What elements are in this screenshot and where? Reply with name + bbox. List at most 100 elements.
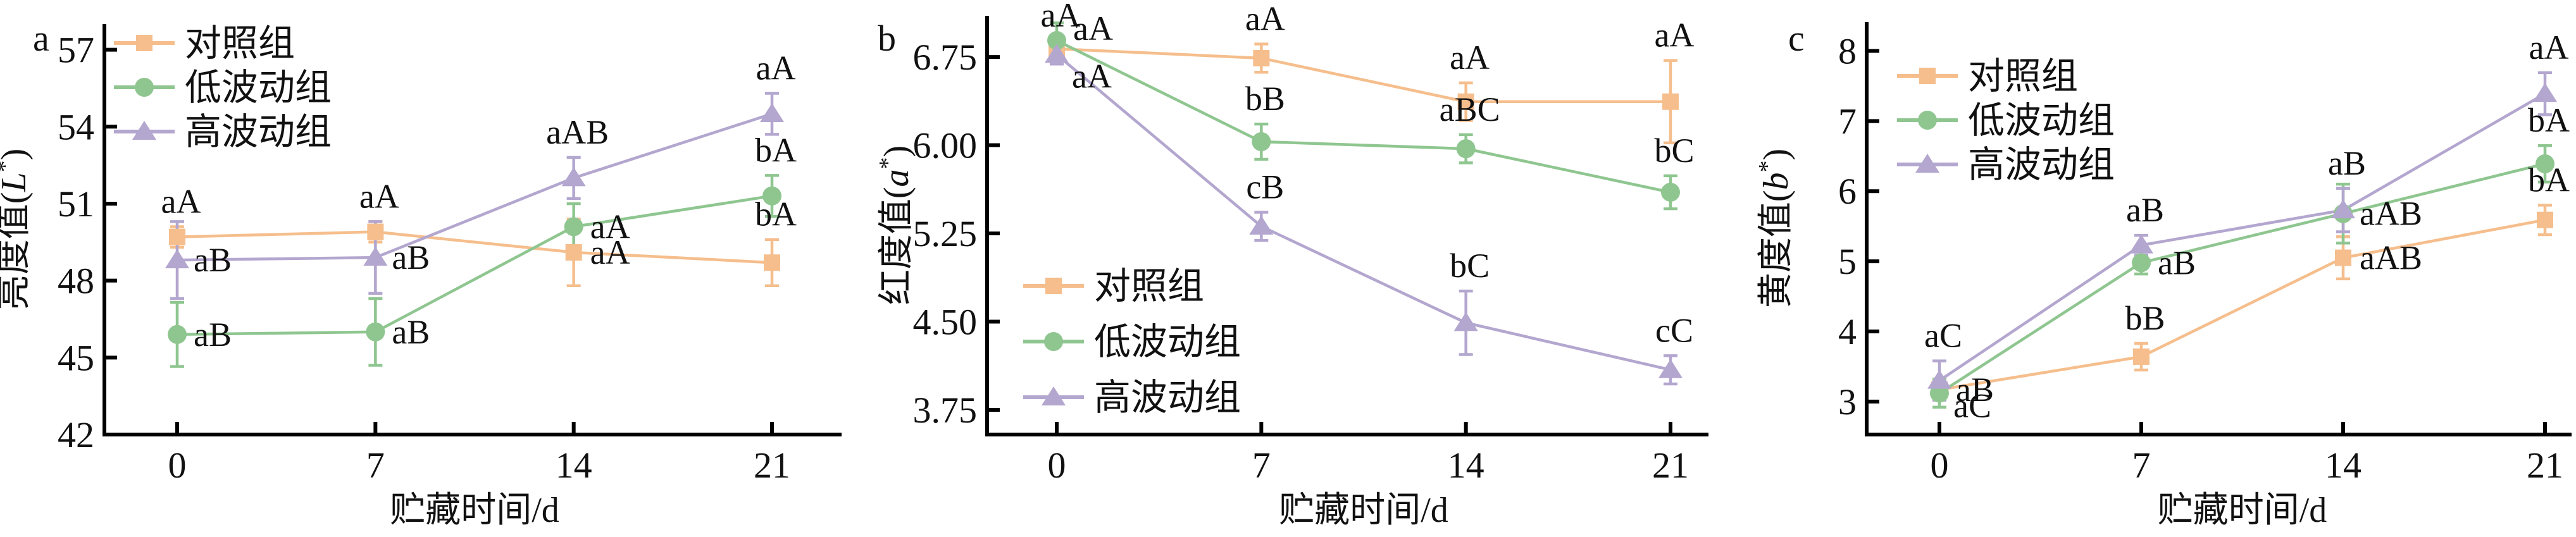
y-tick-label: 48 [58, 261, 94, 302]
data-point-marker [760, 102, 784, 122]
data-point-marker [2331, 199, 2355, 219]
series-line-2 [1055, 53, 1671, 371]
panel-b-chart: 3.75 4.50 5.25 6.00 6.75 0 7 14 21 贮藏时间/d 红度值(a*) a… [859, 0, 1717, 534]
legend-label: 高波动组 [1968, 144, 2115, 185]
sig-label: bB [1245, 80, 1285, 118]
legend-item: 低波动组 [114, 67, 332, 108]
legend-label: 高波动组 [1094, 377, 1241, 418]
sig-label: aBC [1440, 90, 1500, 128]
panel-a-chart: 424548515457071421贮藏时间/d亮度值(L*)aAaAaAbAa… [0, 0, 859, 534]
data-point-marker [366, 322, 385, 342]
sig-label: aA [161, 182, 201, 220]
data-point-marker [2533, 83, 2557, 102]
sig-label: aC [1924, 317, 1962, 355]
x-axis-title: 贮藏时间/d [1279, 491, 1448, 530]
y-tick-label: 51 [58, 183, 94, 225]
data-point-marker [1253, 49, 1270, 66]
legend-label: 低波动组 [1968, 100, 2115, 141]
sig-label: bC [1654, 132, 1694, 170]
y-tick-label: 6.00 [913, 125, 978, 166]
y-axis-title: 黄度值(b*) [1754, 149, 1796, 308]
sig-label: aB [2158, 244, 2196, 281]
data-point-marker [169, 228, 185, 245]
sig-label: aB [2126, 191, 2164, 229]
y-tick-label: 42 [58, 414, 94, 455]
data-point-marker [764, 254, 780, 271]
series-line-0 [1939, 218, 2546, 392]
y-axis-title: 亮度值(L*) [0, 149, 34, 310]
sig-label: aA [359, 177, 399, 215]
data-point-marker [2132, 253, 2151, 273]
y-tick-label: 6 [1838, 171, 1857, 212]
x-tick-label: 0 [1048, 445, 1066, 486]
data-point-marker [2335, 249, 2351, 266]
data-point-marker [367, 223, 384, 240]
data-point-marker [168, 324, 187, 344]
legend-item: 高波动组 [1023, 377, 1241, 418]
data-point-marker [1042, 386, 1066, 405]
x-tick-label: 7 [2132, 445, 2151, 486]
sig-label: aAB [2360, 195, 2422, 233]
panel-c: 3 4 5 6 7 8 0 7 14 21 贮藏时间/d 黄度值(b*) aB bB aAB bA aC aB aA… [1717, 0, 2576, 534]
data-point-marker [561, 167, 586, 187]
y-tick-label: 5 [1838, 241, 1857, 282]
sig-label: aA [1450, 39, 1490, 77]
legend-label: 对照组 [1968, 56, 2078, 97]
data-point-marker [2129, 234, 2153, 254]
sig-label: aB [194, 316, 232, 354]
sig-label: aAB [2360, 239, 2422, 277]
legend-item: 低波动组 [1897, 100, 2115, 141]
panel-background [859, 0, 1717, 534]
y-tick-label: 5.25 [913, 213, 978, 254]
data-point-marker [762, 186, 781, 206]
sig-label: aA [1655, 16, 1695, 54]
data-point-marker [2133, 348, 2150, 365]
x-tick-label: 0 [1931, 445, 1949, 486]
legend-item: 对照组 [114, 23, 295, 64]
legend-label: 低波动组 [185, 67, 332, 108]
data-point-marker [132, 121, 156, 140]
sig-label: bA [755, 195, 797, 233]
legend-item: 对照组 [1897, 56, 2078, 97]
legend-item: 低波动组 [1023, 321, 1241, 362]
y-tick-label: 4 [1838, 311, 1857, 352]
sig-label: aA [756, 49, 796, 87]
y-tick-label: 6.75 [913, 37, 978, 78]
legend-label: 低波动组 [1094, 321, 1241, 362]
data-point-marker [1927, 369, 1951, 389]
data-point-marker [135, 78, 154, 97]
data-point-marker [1044, 332, 1063, 351]
data-point-marker [1456, 139, 1476, 159]
sig-label: aB [2328, 144, 2366, 182]
data-point-marker [564, 217, 583, 237]
x-tick-label: 21 [1652, 445, 1689, 486]
x-tick-label: 14 [1448, 445, 1484, 486]
y-tick-label: 45 [58, 337, 94, 378]
y-tick-label: 57 [58, 30, 94, 71]
sig-label: aA [1073, 9, 1113, 47]
series-line-0 [177, 230, 773, 264]
legend-item: 高波动组 [1897, 144, 2115, 185]
sig-label: bA [755, 131, 797, 169]
sig-label: aB [392, 313, 430, 351]
data-point-marker [1662, 93, 1679, 110]
data-point-marker [565, 244, 582, 261]
sig-label: aA [1245, 0, 1285, 38]
series-line-1 [1056, 39, 1671, 194]
x-axis-title: 贮藏时间/d [390, 491, 559, 530]
data-point-marker [2537, 211, 2553, 228]
data-point-marker [1661, 182, 1680, 202]
y-tick-label: 7 [1838, 101, 1857, 142]
data-point-marker [1249, 215, 1274, 235]
x-tick-label: 7 [366, 445, 385, 486]
legend-item: 高波动组 [114, 111, 332, 152]
sig-label: aA [590, 207, 630, 245]
data-point-marker [1915, 154, 1939, 173]
series-line-2 [177, 112, 773, 262]
x-tick-label: 14 [556, 445, 592, 486]
y-axis-title: 红度值(a*) [874, 145, 916, 305]
data-point-marker [363, 247, 388, 266]
sig-label: aAB [546, 113, 609, 151]
